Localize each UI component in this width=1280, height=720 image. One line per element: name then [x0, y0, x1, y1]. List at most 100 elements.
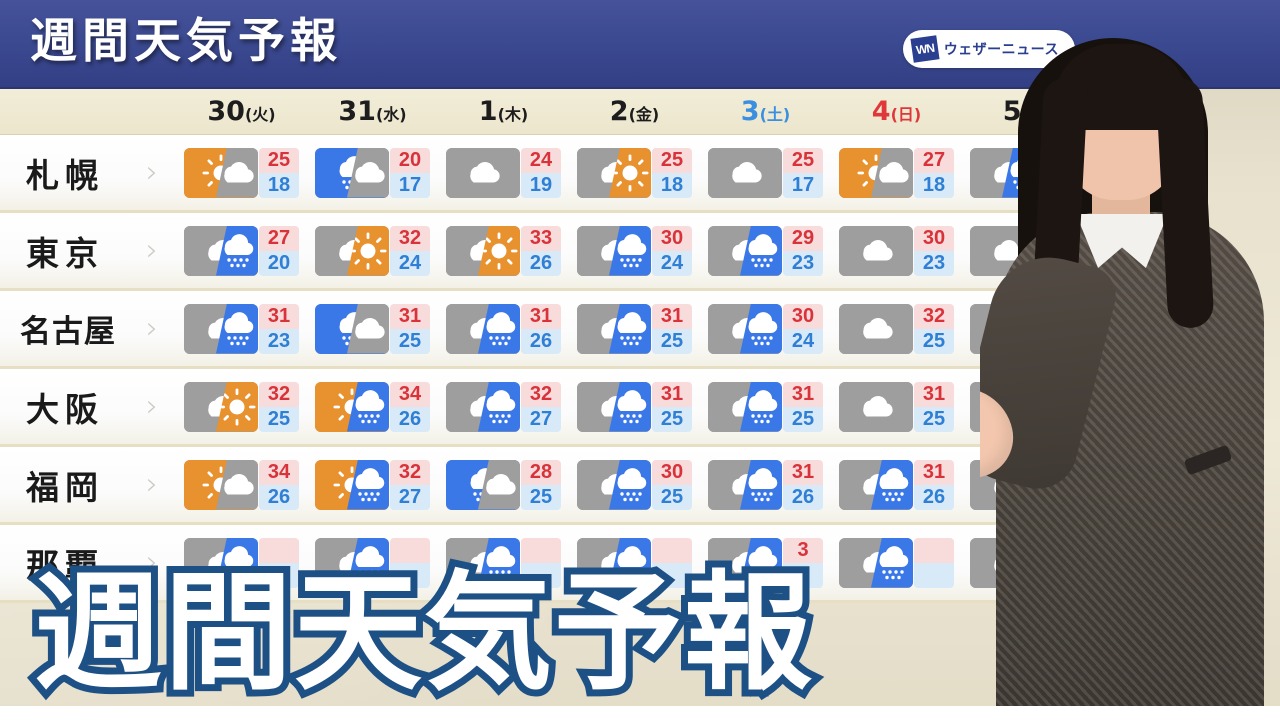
low-temp: 26	[390, 406, 430, 432]
forecast-cell[interactable]: 32 27	[438, 381, 569, 432]
forecast-cell[interactable]: 33 26	[438, 225, 569, 276]
forecast-cell[interactable]: 25 18	[176, 147, 307, 198]
weather-icon-primary-cloud	[839, 381, 913, 432]
high-temp	[259, 537, 299, 563]
temperature-cell: 31 25	[914, 381, 954, 432]
weather-icon-cloud	[839, 225, 913, 276]
temperature-cell: 25 17	[783, 147, 823, 198]
low-temp: 25	[390, 328, 430, 354]
low-temp: 25	[521, 484, 561, 510]
table-row[interactable]: 大阪 › 32 25 34	[0, 369, 1094, 447]
weather-icon-cloud-then-rain	[446, 303, 520, 354]
forecast-cell[interactable]: 31 25	[831, 381, 962, 432]
forecast-cell[interactable]: 24 19	[438, 147, 569, 198]
temperature-cell: 31 26	[914, 459, 954, 510]
high-temp: 3	[783, 537, 823, 563]
low-temp: 24	[652, 250, 692, 276]
table-row[interactable]: 札幌 › 25 18 20	[0, 135, 1094, 213]
weather-icon-sun-then-rain	[315, 381, 389, 432]
high-temp: 31	[914, 459, 954, 485]
date-header-cell: 1(木)	[438, 98, 569, 125]
weather-icon-cloud-then-rain	[839, 537, 913, 588]
forecast-cell[interactable]: 34 26	[176, 459, 307, 510]
high-temp: 24	[521, 147, 561, 173]
city-cell[interactable]: 大阪 ›	[0, 383, 176, 431]
weather-icon-cloud-then-rain	[577, 225, 651, 276]
forecast-cell[interactable]: 31 25	[700, 381, 831, 432]
high-temp: 31	[652, 381, 692, 407]
temperature-cell: 27 20	[259, 225, 299, 276]
forecast-table: 30(火)31(水)1(木)2(金)3(土)4(日)5(月) 札幌› 25 18	[0, 89, 1094, 603]
low-temp: 25	[652, 406, 692, 432]
low-temp	[914, 562, 954, 588]
forecast-cell[interactable]: 27 18	[831, 147, 962, 198]
forecast-cell[interactable]: 30 24	[700, 303, 831, 354]
forecast-cell[interactable]: 30 24	[569, 225, 700, 276]
temperature-cell: 31 23	[259, 303, 299, 354]
forecast-cell[interactable]: 31 26	[831, 459, 962, 510]
low-temp: 18	[914, 172, 954, 198]
low-temp: 17	[783, 172, 823, 198]
forecast-cell[interactable]: 32 24	[307, 225, 438, 276]
city-cell[interactable]: 福岡 ›	[0, 461, 176, 509]
logo-label: ウェザーニュース	[943, 42, 1059, 58]
forecast-cell[interactable]	[831, 537, 962, 588]
forecast-cell[interactable]	[176, 537, 307, 588]
temperature-cell	[914, 537, 954, 588]
forecast-cell[interactable]	[438, 537, 569, 588]
city-cell[interactable]: 那覇 ›	[0, 539, 176, 587]
date-label: 3(土)	[741, 96, 790, 127]
date-day-number: 2	[609, 96, 629, 127]
forecast-cell[interactable]: 25 18	[569, 147, 700, 198]
forecast-cell[interactable]: 3	[700, 537, 831, 588]
date-weekday: (日)	[890, 105, 922, 124]
forecast-cell[interactable]: 31 26	[438, 303, 569, 354]
forecast-cell[interactable]	[307, 537, 438, 588]
city-cell[interactable]: 東京 ›	[0, 227, 176, 275]
forecast-cell[interactable]: 20 17	[307, 147, 438, 198]
forecast-cell[interactable]: 34 26	[307, 381, 438, 432]
low-temp: 26	[259, 484, 299, 510]
date-day-number: 31	[338, 96, 376, 127]
date-weekday: (土)	[759, 105, 791, 124]
forecast-cell[interactable]: 32 25	[831, 303, 962, 354]
high-temp: 27	[259, 225, 299, 251]
forecast-cell[interactable]	[569, 537, 700, 588]
high-temp: 29	[783, 225, 823, 251]
high-temp: 31	[652, 303, 692, 329]
city-label: 大阪	[26, 389, 104, 429]
weather-icon-cloud-then-rain	[315, 537, 389, 588]
table-row[interactable]: 名古屋 › 31 23	[0, 291, 1094, 369]
forecast-cell[interactable]: 31 25	[307, 303, 438, 354]
forecast-cell[interactable]: 31 23	[176, 303, 307, 354]
weather-icon-secondary-rain	[740, 459, 782, 510]
weather-icon-cloud-then-rain	[184, 225, 258, 276]
weather-icon-cloud-then-rain	[708, 381, 782, 432]
weather-icon-cloud-then-rain	[577, 381, 651, 432]
table-row[interactable]: 那覇 ›	[0, 525, 1094, 603]
table-row[interactable]: 福岡 › 34 26 32	[0, 447, 1094, 525]
high-temp: 25	[783, 147, 823, 173]
table-row[interactable]: 東京 › 27 20 32	[0, 213, 1094, 291]
low-temp: 25	[914, 328, 954, 354]
forecast-cell[interactable]: 30 25	[569, 459, 700, 510]
forecast-cell[interactable]: 29 23	[700, 225, 831, 276]
city-cell[interactable]: 札幌 ›	[0, 149, 176, 197]
forecast-cell[interactable]: 31 26	[700, 459, 831, 510]
city-cell[interactable]: 名古屋 ›	[0, 306, 176, 351]
city-label: 名古屋	[20, 314, 116, 350]
low-temp: 17	[390, 172, 430, 198]
forecast-cell[interactable]: 30 23	[831, 225, 962, 276]
forecast-cell[interactable]: 25 17	[700, 147, 831, 198]
temperature-cell: 30 24	[652, 225, 692, 276]
forecast-cell[interactable]: 28 25	[438, 459, 569, 510]
high-temp: 30	[652, 459, 692, 485]
temperature-cell: 31 25	[783, 381, 823, 432]
forecast-cell[interactable]: 31 25	[569, 303, 700, 354]
forecast-cell[interactable]: 27 20	[176, 225, 307, 276]
low-temp: 27	[521, 406, 561, 432]
weather-icon-cloud-then-rain	[184, 537, 258, 588]
forecast-cell[interactable]: 31 25	[569, 381, 700, 432]
forecast-cell[interactable]: 32 27	[307, 459, 438, 510]
forecast-cell[interactable]: 32 25	[176, 381, 307, 432]
